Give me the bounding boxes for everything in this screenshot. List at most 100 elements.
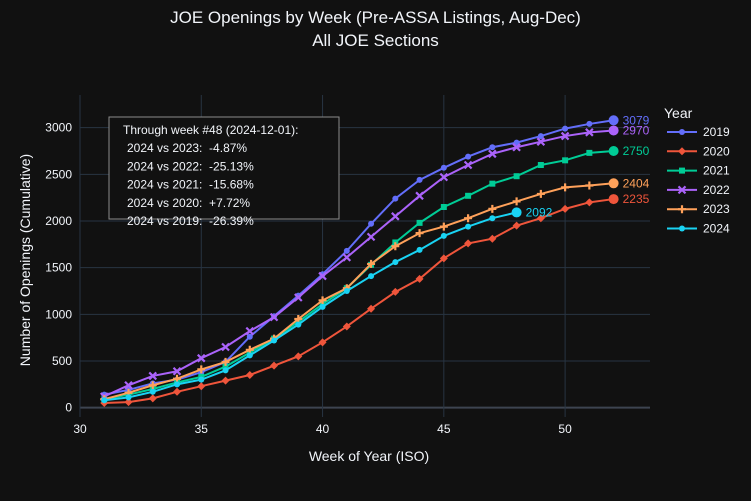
data-point-2022 bbox=[560, 131, 570, 141]
data-point-2023 bbox=[148, 381, 157, 390]
data-point-2019 bbox=[537, 133, 544, 140]
data-point-2022 bbox=[196, 353, 206, 363]
end-label-2021: 2750 bbox=[623, 144, 650, 158]
data-point-2021 bbox=[489, 180, 496, 187]
data-point-2023 bbox=[415, 229, 424, 238]
y-tick-label: 3000 bbox=[45, 121, 72, 135]
data-point-2024 bbox=[295, 321, 302, 328]
data-point-2022 bbox=[221, 342, 230, 352]
data-point-2020 bbox=[415, 274, 424, 283]
x-tick-label: 40 bbox=[316, 422, 330, 436]
data-point-2022 bbox=[294, 293, 303, 302]
data-point-2024 bbox=[149, 388, 156, 395]
legend-label-2019: 2019 bbox=[703, 125, 730, 139]
annotation-line-2020: 2024 vs 2020: +7.72% bbox=[127, 196, 250, 210]
end-point-2022 bbox=[608, 125, 619, 136]
data-point-2019 bbox=[562, 125, 569, 132]
data-point-2022 bbox=[172, 366, 182, 376]
x-tick-label: 50 bbox=[558, 422, 572, 436]
data-point-2022 bbox=[269, 312, 279, 322]
data-point-2019 bbox=[489, 144, 496, 151]
y-tick-label: 1000 bbox=[45, 307, 72, 321]
chart-title: JOE Openings by Week (Pre-ASSA Listings,… bbox=[170, 8, 581, 27]
series-line-2020 bbox=[104, 198, 614, 404]
x-tick-label: 30 bbox=[73, 422, 87, 436]
data-point-2022 bbox=[148, 371, 158, 381]
data-point-2020 bbox=[367, 304, 376, 313]
y-tick-label: 0 bbox=[65, 401, 72, 415]
legend-item-2022[interactable]: 2022 bbox=[667, 183, 730, 197]
legend-marker-2020 bbox=[678, 147, 686, 156]
data-point-2020 bbox=[245, 371, 254, 379]
data-point-2022 bbox=[463, 160, 473, 170]
series-line-2024 bbox=[104, 211, 517, 402]
legend-marker-2022 bbox=[677, 185, 687, 195]
legend: Year 2019 2020 2021 2022 2023 2024 bbox=[664, 105, 730, 236]
legend-label-2021: 2021 bbox=[703, 164, 730, 178]
legend-marker-2023 bbox=[678, 205, 686, 214]
data-point-2021 bbox=[440, 204, 447, 210]
data-point-2019 bbox=[586, 120, 593, 127]
data-point-2020 bbox=[197, 382, 206, 391]
y-tick-label: 500 bbox=[52, 354, 72, 368]
legend-item-2024[interactable]: 2024 bbox=[667, 222, 730, 236]
data-point-2021 bbox=[586, 149, 593, 156]
legend-item-2021[interactable]: 2021 bbox=[667, 164, 730, 178]
data-point-2020 bbox=[124, 398, 133, 407]
y-tick-label: 2000 bbox=[45, 214, 72, 228]
series-line-2023 bbox=[103, 182, 614, 401]
data-point-2023 bbox=[561, 183, 570, 192]
data-point-2021 bbox=[513, 173, 520, 180]
data-point-2023 bbox=[536, 189, 545, 198]
data-point-2024 bbox=[368, 273, 375, 280]
annotation-box: Through week #48 (2024-12-01): 2024 vs 2… bbox=[108, 116, 340, 228]
data-point-2021 bbox=[537, 162, 544, 168]
data-point-2022 bbox=[342, 253, 352, 262]
series-2020 bbox=[100, 198, 614, 407]
data-point-2023 bbox=[197, 365, 206, 374]
annotation-line-2021: 2024 vs 2021: -15.68% bbox=[127, 178, 254, 192]
data-point-2021 bbox=[222, 363, 229, 370]
data-point-2024 bbox=[343, 288, 350, 294]
data-point-2022 bbox=[512, 142, 521, 152]
data-point-2020 bbox=[439, 254, 448, 263]
series-line-2022 bbox=[103, 129, 614, 398]
data-point-2024 bbox=[489, 215, 496, 222]
data-point-2019 bbox=[416, 176, 423, 183]
y-axis-title: Number of Openings (Cumulative) bbox=[17, 154, 33, 366]
data-point-2019 bbox=[246, 333, 253, 340]
end-label-layer: 3079 2235 2750 2970 2404 2092 bbox=[511, 113, 650, 219]
data-point-2024 bbox=[416, 246, 423, 253]
annotation-line-2022: 2024 vs 2022: -25.13% bbox=[127, 159, 254, 173]
data-point-2020 bbox=[342, 322, 351, 331]
data-point-2024 bbox=[392, 259, 399, 266]
data-point-2023 bbox=[512, 197, 521, 206]
end-label-2019: 3079 bbox=[623, 113, 650, 127]
data-point-2023 bbox=[464, 214, 473, 223]
data-point-2022 bbox=[245, 326, 255, 336]
legend-item-2023[interactable]: 2023 bbox=[667, 202, 730, 216]
legend-item-2019[interactable]: 2019 bbox=[667, 125, 730, 139]
legend-label-2022: 2022 bbox=[703, 183, 730, 197]
data-point-2024 bbox=[246, 352, 253, 359]
data-point-2019 bbox=[392, 195, 399, 202]
data-point-2020 bbox=[512, 221, 521, 230]
annotation-header: Through week #48 (2024-12-01): bbox=[123, 123, 298, 137]
data-point-2020 bbox=[294, 352, 303, 361]
legend-title: Year bbox=[664, 105, 693, 121]
legend-label-2023: 2023 bbox=[703, 202, 730, 216]
series-2024 bbox=[101, 211, 517, 404]
legend-label-2024: 2024 bbox=[703, 222, 730, 236]
data-point-2024 bbox=[271, 337, 278, 344]
data-point-2023 bbox=[585, 181, 594, 190]
data-point-2024 bbox=[440, 232, 447, 239]
data-point-2022 bbox=[124, 380, 133, 390]
end-point-2023 bbox=[608, 178, 619, 189]
legend-item-2020[interactable]: 2020 bbox=[667, 144, 730, 158]
end-label-2020: 2235 bbox=[623, 192, 650, 206]
data-point-2020 bbox=[536, 214, 545, 223]
series-line-2019 bbox=[104, 119, 614, 396]
data-point-2021 bbox=[416, 219, 423, 226]
